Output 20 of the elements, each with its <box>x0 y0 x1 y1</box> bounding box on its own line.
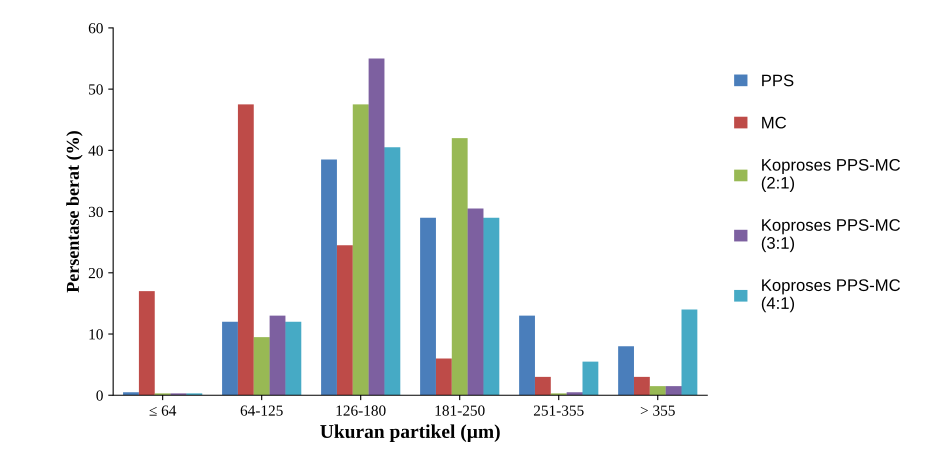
x-tick-label: 126-180 <box>336 405 386 416</box>
x-tick-label: > 355 <box>640 405 675 416</box>
legend-label: MC <box>762 116 786 129</box>
y-tick-label: 60 <box>88 23 103 34</box>
x-tick-label: 181-250 <box>436 405 485 416</box>
legend-label: PPS <box>762 74 794 86</box>
x-tick-label: ≤ 64 <box>150 405 176 416</box>
x-tick-label: 64-125 <box>240 405 283 416</box>
y-tick-label: 20 <box>88 268 103 278</box>
x-tick-label: 251-355 <box>534 405 584 416</box>
y-tick-label: 40 <box>88 145 103 156</box>
legend-label: Koproses PPS-MC (4:1) <box>762 279 900 312</box>
legend-label: Koproses PPS-MC (3:1) <box>762 219 900 252</box>
legend-label: Koproses PPS-MC (2:1) <box>762 158 900 192</box>
y-tick-label: 0 <box>96 390 103 401</box>
y-axis-title: Persentase berat (%) <box>66 131 83 292</box>
y-tick-label: 50 <box>89 84 103 95</box>
x-axis-title: Ukuran partikel (µm) <box>320 424 500 442</box>
y-tick-label: 10 <box>90 329 103 340</box>
y-tick-label: 30 <box>88 206 103 218</box>
